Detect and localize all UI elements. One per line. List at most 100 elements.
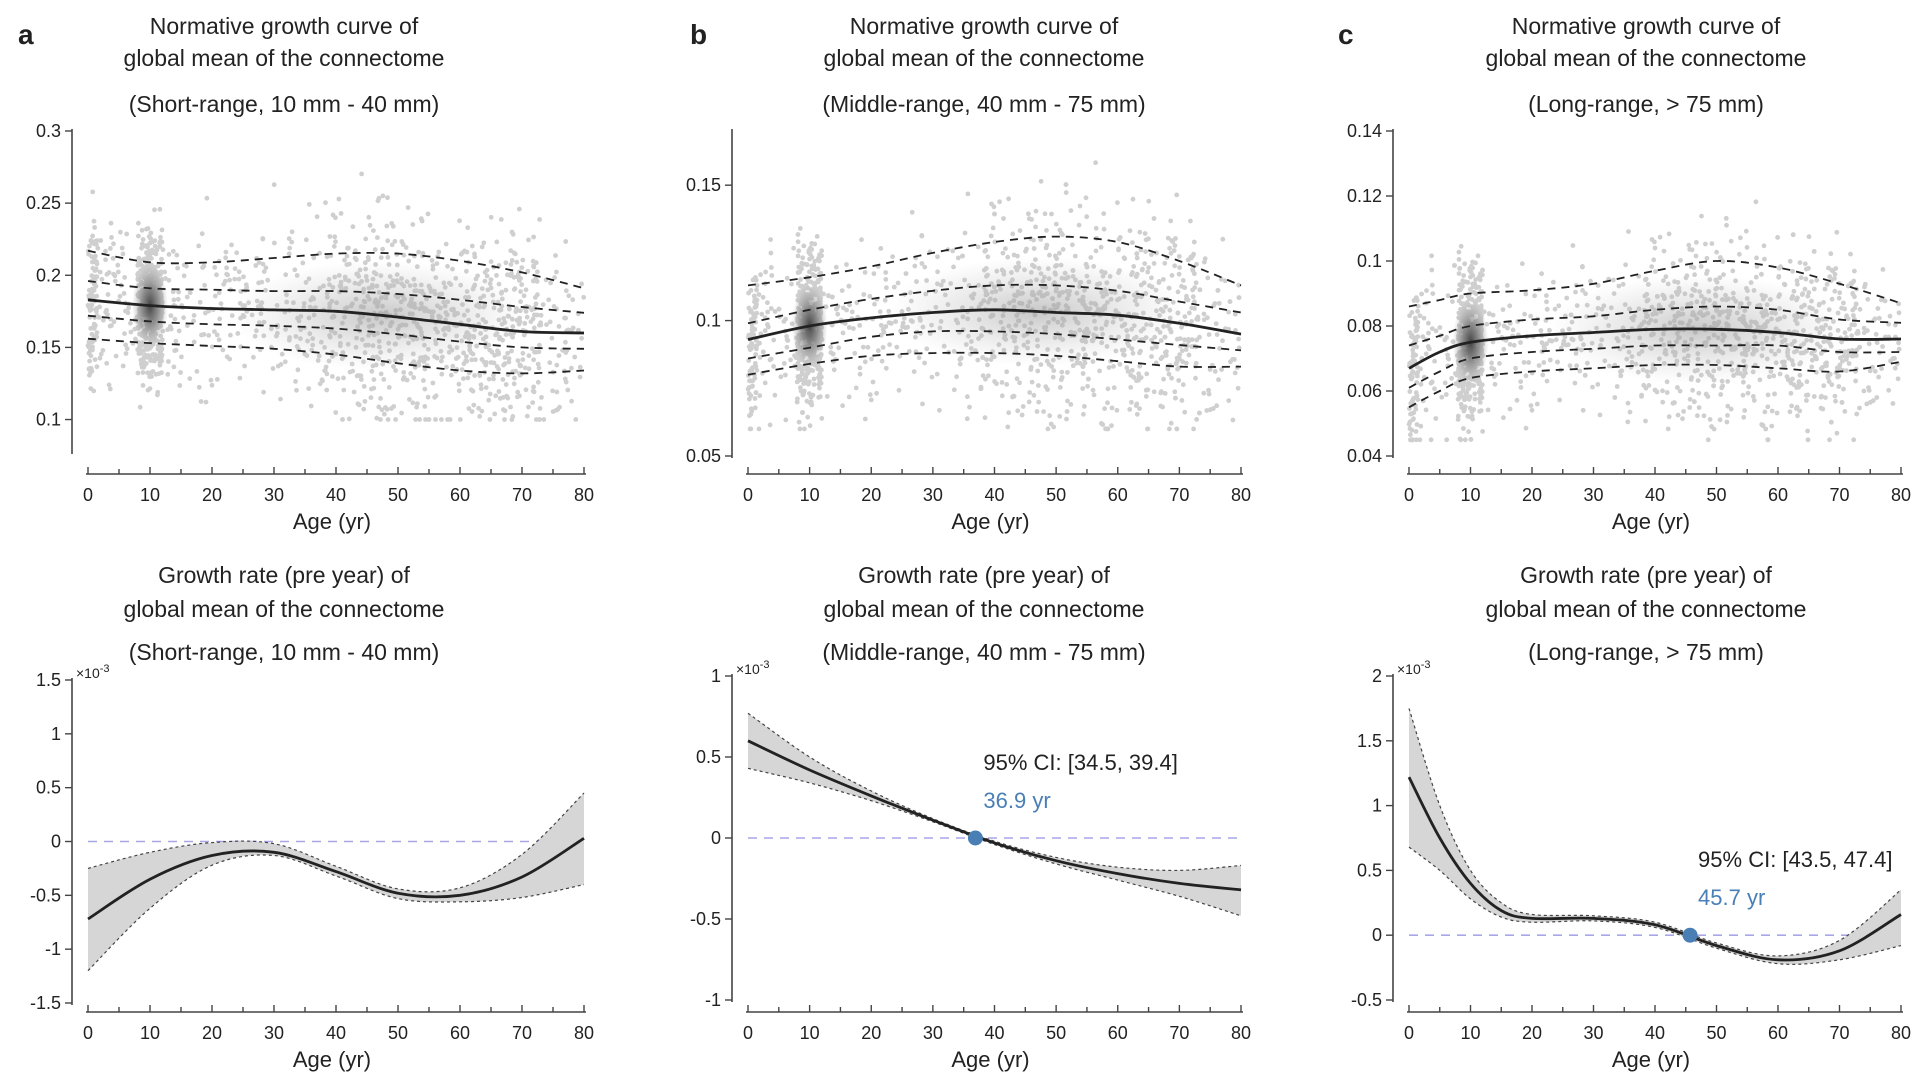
scatter-point [530,400,536,405]
scatter-point [1705,437,1711,443]
y-tick-label: 0.2 [36,265,61,285]
scatter-point [1865,328,1870,334]
scatter-point [1529,407,1535,413]
scatter-point [166,277,172,283]
scatter-point [88,386,94,391]
scatter-point [1466,429,1471,435]
y-axis: 0.10.150.20.250.3 [26,121,73,454]
scatter-point [1151,261,1157,266]
scatter-point [270,366,276,371]
scatter-point [929,374,935,380]
scatter-point [1795,413,1800,419]
chart-title-line: (Short-range, 10 mm - 40 mm) [129,639,440,665]
scatter-point [1137,363,1143,369]
scatter-point [1643,418,1648,424]
scatter-point [372,247,378,253]
scatter-point [1857,405,1862,411]
scatter-point [380,246,385,252]
scatter-point [375,235,380,241]
scatter-point [479,357,485,362]
scatter-point [1162,260,1168,266]
scatter-point [1625,419,1631,425]
scatter-point [523,287,529,293]
scatter-point [1029,379,1035,385]
scatter-point [882,297,888,303]
scatter-point [1093,225,1099,231]
scatter-point [1182,337,1187,343]
scatter-point [768,306,774,311]
scatter-point [1802,261,1808,267]
scatter-point [1413,429,1419,434]
scatter-point [172,348,178,354]
scatter-point [1623,262,1628,268]
scatter-point [375,198,381,204]
scatter-point [965,394,970,400]
scatter-point [1172,243,1178,248]
scatter-point [520,350,526,356]
scatter-point [330,374,335,379]
x-tick-label: 20 [1522,485,1542,505]
scatter-point [1468,437,1474,442]
scatter-point [401,252,407,258]
scatter-point [547,319,553,325]
scatter-point [1528,313,1533,319]
scatter-point [1725,413,1730,418]
scatter-point [1057,385,1063,390]
scatter-point [1423,407,1429,413]
scatter-point [1165,235,1171,241]
scatter-point [1823,395,1828,400]
scatter-point [330,212,336,218]
scatter-point [214,272,219,278]
scatter-point [839,288,845,293]
scatter-point [1070,242,1075,248]
scatter-point [1805,392,1811,398]
scatter-point [1131,264,1137,269]
scatter-point [1057,250,1062,256]
scatter-point [1597,412,1603,418]
scatter-point [1490,312,1496,318]
scatter-point [126,305,131,311]
scatter-point [853,385,859,391]
scatter-point [1745,390,1751,396]
scatter-point [1042,211,1048,217]
scatter-point [383,405,388,410]
scatter-point [1776,274,1782,279]
scatter-point [185,323,190,329]
scatter-point [1160,404,1165,410]
scatter-point [473,357,478,363]
scatter-point [366,214,372,220]
scatter-point [369,386,374,392]
scatter-point [520,357,526,362]
scatter-point [1811,394,1817,399]
x-tick-label: 20 [861,485,881,505]
scatter-point [748,393,754,398]
scatter-point [919,233,925,239]
scatter-point [752,405,758,411]
scatter-point [1567,363,1573,369]
scatter-point [1417,437,1423,443]
scatter-point [110,256,116,261]
scatter-point [1114,407,1120,413]
scatter-point [920,401,925,407]
y-tick-label: 0.3 [36,121,61,141]
scatter-point [1695,413,1700,419]
scatter-point [461,376,466,381]
scatter-point [220,347,226,353]
scatter-point [456,381,462,387]
scatter-point [960,253,965,259]
x-tick-label: 30 [264,485,284,505]
scatter-point [1849,322,1855,328]
scatter-point [1717,255,1723,260]
scatter-point [1718,392,1724,397]
scatter-point [410,222,416,227]
scatter-point [887,342,892,347]
scatter-point [1097,368,1102,374]
scatter-point [399,410,404,416]
scatter-point [136,233,141,239]
scatter-point [1580,407,1586,413]
scatter-point [152,358,157,364]
scatter-point [1806,265,1811,271]
scatter-point [1461,408,1467,414]
scatter-point [861,292,867,297]
scatter-point [1707,417,1713,422]
